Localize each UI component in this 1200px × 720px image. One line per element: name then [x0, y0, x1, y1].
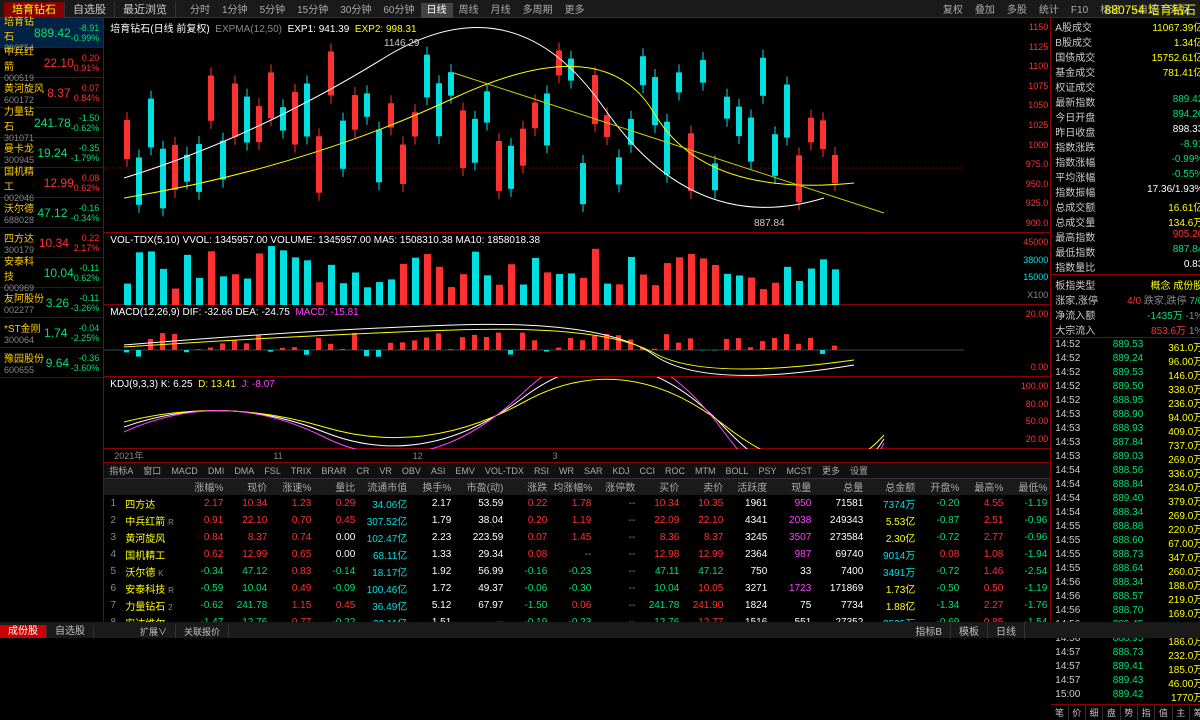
grid-row-5[interactable]: 5沃尔德 K-0.3447.120.83-0.1418.17亿1.9256.99… — [104, 563, 1050, 580]
ind-CCI[interactable]: CCI — [634, 465, 660, 477]
grid-row-6[interactable]: 6安泰科技 R-0.5910.040.49-0.09100.46亿1.7249.… — [104, 580, 1050, 597]
ind-指标A[interactable]: 指标A — [104, 463, 138, 478]
ind-DMA[interactable]: DMA — [229, 465, 259, 477]
ind-BOLL[interactable]: BOLL — [720, 465, 753, 477]
svg-text:1146.29: 1146.29 — [384, 38, 420, 49]
tab-2[interactable]: 最近浏览 — [115, 2, 176, 18]
timeframe-5分钟[interactable]: 5分钟 — [254, 3, 292, 18]
ind-KDJ[interactable]: KDJ — [607, 465, 634, 477]
grid-row-1[interactable]: 1四方达 2.1710.341.230.2934.06亿2.1753.590.2… — [104, 495, 1050, 512]
btab-成份股[interactable]: 成份股 — [0, 625, 47, 638]
watch-688028[interactable]: 沃尔德688028 47.12 -0.16-0.34% — [0, 198, 103, 228]
ind-ROC[interactable]: ROC — [660, 465, 690, 477]
candlestick-svg: 1146.29 887.84 — [104, 18, 964, 233]
ind-设置[interactable]: 设置 — [845, 463, 873, 478]
constituents-grid[interactable]: 涨幅%现价涨速%量比流通市值换手%市盈(动)涨跌均涨幅%涨停数买价卖价活跃度现量… — [104, 479, 1050, 638]
ind-EMV[interactable]: EMV — [450, 465, 480, 477]
ind-FSL[interactable]: FSL — [259, 465, 286, 477]
watchlist-sidebar: 培育钻石880754 889.42 -8.91-0.99% 中兵红箭000519… — [0, 18, 104, 638]
ind-窗口[interactable]: 窗口 — [138, 463, 166, 478]
ind-MACD[interactable]: MACD — [166, 465, 203, 477]
ind-MTM[interactable]: MTM — [690, 465, 721, 477]
time-axis: 2021年11123 — [104, 449, 1050, 463]
btab-自选股[interactable]: 自选股 — [47, 625, 94, 638]
bottom-tabs-2[interactable]: 扩展∨关联报价 — [132, 624, 229, 638]
ind-DMI[interactable]: DMI — [203, 465, 230, 477]
timeframe-月线[interactable]: 月线 — [485, 3, 517, 18]
grid-row-7[interactable]: 7力量钻石 2-0.62241.781.150.4536.49亿5.1267.9… — [104, 597, 1050, 614]
timeframe-日线[interactable]: 日线 — [421, 3, 453, 18]
menu-复权[interactable]: 复权 — [937, 3, 969, 18]
ind-VOL-TDX[interactable]: VOL-TDX — [480, 465, 529, 477]
grid-row-3[interactable]: 3黄河旋风 0.848.370.740.00102.47亿2.23223.590… — [104, 529, 1050, 546]
ind-ASI[interactable]: ASI — [426, 465, 451, 477]
main-chart[interactable]: 培育钻石(日线 前复权) EXPMA(12,50) EXP1: 941.39 E… — [104, 18, 1050, 233]
svg-text:887.84: 887.84 — [754, 218, 785, 229]
top-toolbar: 培育钻石自选股最近浏览 分时1分钟5分钟15分钟30分钟60分钟日线周线月线多周… — [0, 0, 1200, 18]
center-panel: 培育钻石(日线 前复权) EXPMA(12,50) EXP1: 941.39 E… — [104, 18, 1051, 638]
watch-000969[interactable]: 安泰科技000969 10.04 -0.110.62% — [0, 258, 103, 288]
menu-叠加[interactable]: 叠加 — [969, 3, 1001, 18]
watch-300064[interactable]: *ST金刚300064 1.74 -0.04-2.25% — [0, 318, 103, 348]
grid-row-4[interactable]: 4国机精工 0.6212.990.650.0068.11亿1.3329.340.… — [104, 546, 1050, 563]
right-info-panel: A股成交11067.39亿B股成交1.34亿国债成交15752.61亿基金成交7… — [1051, 18, 1200, 638]
watch-000519[interactable]: 中兵红箭000519 22.10 0.200.91% — [0, 48, 103, 78]
menu-统计[interactable]: 统计 — [1033, 3, 1065, 18]
ind-OBV[interactable]: OBV — [397, 465, 426, 477]
macd-chart[interactable]: MACD(12,26,9) DIF: -32.66 DEA: -24.75 MA… — [104, 305, 1050, 377]
timeframe-分时[interactable]: 分时 — [184, 3, 216, 18]
tab-1[interactable]: 自选股 — [65, 2, 115, 18]
ind-RSI[interactable]: RSI — [529, 465, 554, 477]
ind-CR[interactable]: CR — [351, 465, 374, 477]
grid-row-2[interactable]: 2中兵红箭 R0.9122.100.700.45307.52亿1.7938.04… — [104, 512, 1050, 529]
timeframe-周线[interactable]: 周线 — [453, 3, 485, 18]
ind-WR[interactable]: WR — [554, 465, 579, 477]
timeframe-1分钟[interactable]: 1分钟 — [216, 3, 254, 18]
timeframe-60分钟[interactable]: 60分钟 — [377, 3, 420, 18]
kdj-chart[interactable]: KDJ(9,3,3) K: 6.25 D: 13.41 J: -8.07 100… — [104, 377, 1050, 449]
timeframe-15分钟[interactable]: 15分钟 — [291, 3, 334, 18]
ind-VR[interactable]: VR — [374, 465, 397, 477]
timeframe-更多[interactable]: 更多 — [559, 3, 591, 18]
ind-MCST[interactable]: MCST — [782, 465, 818, 477]
menu-F10[interactable]: F10 — [1065, 3, 1094, 18]
indicator-tabs[interactable]: 指标A窗口MACDDMIDMAFSLTRIXBRARCRVROBVASIEMVV… — [104, 463, 1050, 479]
timeframe-30分钟[interactable]: 30分钟 — [334, 3, 377, 18]
ind-SAR[interactable]: SAR — [579, 465, 608, 477]
ind-PSY[interactable]: PSY — [754, 465, 782, 477]
ind-BRAR[interactable]: BRAR — [316, 465, 351, 477]
menu-多股[interactable]: 多股 — [1001, 3, 1033, 18]
watch-301071[interactable]: 力量钻石301071 241.78 -1.50-0.62% — [0, 108, 103, 138]
watch-002277[interactable]: 友阿股份002277 3.26 -0.11-3.26% — [0, 288, 103, 318]
stock-title: 880754 培育钻石 — [1105, 1, 1196, 18]
watch-002046[interactable]: 国机精工002046 12.99 0.080.62% — [0, 168, 103, 198]
ind-TRIX[interactable]: TRIX — [286, 465, 317, 477]
timeframe-多周期[interactable]: 多周期 — [517, 3, 559, 18]
ind-更多[interactable]: 更多 — [817, 463, 845, 478]
volume-chart[interactable]: VOL-TDX(5,10) VVOL: 1345957.00 VOLUME: 1… — [104, 233, 1050, 305]
watch-600655[interactable]: 豫园股份600655 9.64 -0.36-3.60% — [0, 348, 103, 378]
